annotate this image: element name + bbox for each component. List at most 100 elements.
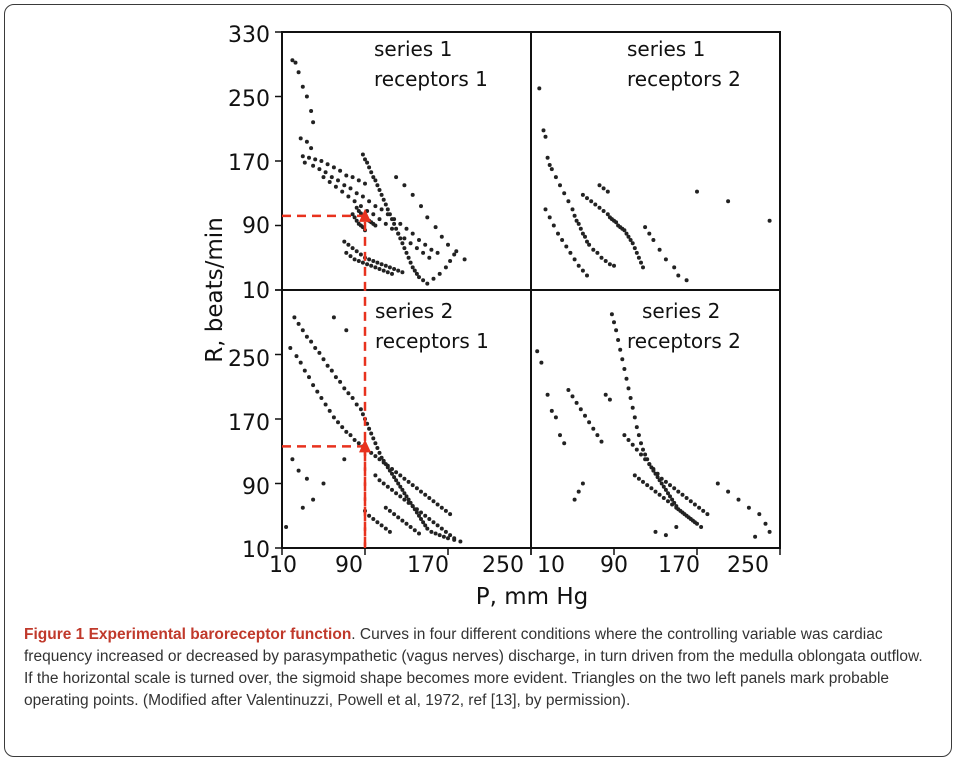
data-point-s1r1 <box>323 170 328 175</box>
tick-marks <box>275 31 781 555</box>
data-point-s2r2 <box>659 481 664 486</box>
data-point-s1r2 <box>568 250 573 255</box>
caption-text: . Curves in four different conditions wh… <box>24 626 923 709</box>
data-point-s2r1 <box>298 360 303 365</box>
data-point-s2r2 <box>639 452 643 457</box>
data-point-s1r2 <box>612 263 616 268</box>
data-point-s1r1 <box>309 146 314 151</box>
data-point-s2r2 <box>576 489 581 494</box>
data-point-s2r1 <box>385 463 390 468</box>
data-point-s1r2 <box>585 196 589 201</box>
data-point-s1r2 <box>605 189 610 194</box>
data-point-s1r1 <box>354 205 359 210</box>
data-point-s2r2 <box>587 420 592 425</box>
data-point-s2r1 <box>292 315 297 320</box>
data-point-s1r1 <box>309 109 314 113</box>
data-point-s2r2 <box>668 483 672 488</box>
data-point-s1r2 <box>601 209 606 213</box>
data-point-s1r1 <box>371 212 376 217</box>
panel-label-s2r2-line1: series 2 <box>642 299 720 323</box>
data-point-s2r1 <box>358 407 363 412</box>
x-tick-label: 250 <box>727 553 769 578</box>
data-point-s2r1 <box>435 523 440 528</box>
data-point-s1r1 <box>313 157 318 162</box>
data-point-s1r2 <box>543 134 548 139</box>
data-point-s1r2 <box>726 199 731 204</box>
data-point-s1r1 <box>404 226 409 231</box>
data-point-s1r1 <box>346 194 351 199</box>
data-point-s1r1 <box>377 267 382 271</box>
data-point-s2r1 <box>313 346 318 350</box>
data-point-s2r2 <box>616 338 621 342</box>
y-tick-label: 250 <box>228 87 270 112</box>
data-point-s2r1 <box>354 402 359 407</box>
data-point-s1r2 <box>541 128 546 133</box>
data-point-s1r2 <box>585 273 589 278</box>
operating-point-markers <box>282 208 371 548</box>
data-point-s1r1 <box>410 192 415 197</box>
data-point-s1r2 <box>562 191 567 196</box>
x-tick-label: 90 <box>335 553 363 578</box>
data-point-s2r1 <box>402 497 407 502</box>
data-point-s1r1 <box>358 252 363 257</box>
data-point-s2r1 <box>367 513 372 518</box>
data-point-s2r1 <box>371 436 376 441</box>
data-point-s2r2 <box>670 502 675 507</box>
data-point-s1r2 <box>630 241 635 246</box>
data-point-s1r1 <box>439 234 444 239</box>
data-point-s2r1 <box>379 523 384 528</box>
data-point-s1r2 <box>556 231 560 236</box>
data-point-s1r2 <box>634 250 639 255</box>
data-point-s1r1 <box>383 221 388 226</box>
data-point-s1r1 <box>300 154 305 159</box>
data-point-s2r2 <box>663 533 668 538</box>
data-point-s1r1 <box>383 263 388 268</box>
operating-point-triangle-icon <box>359 439 371 453</box>
data-point-s2r2 <box>558 433 562 438</box>
data-point-s1r1 <box>427 255 432 260</box>
data-point-s1r1 <box>377 217 382 222</box>
data-point-s2r2 <box>553 415 558 420</box>
data-point-s2r1 <box>307 375 311 380</box>
y-axis-label: R, beats/min <box>202 217 228 363</box>
data-point-s1r1 <box>421 278 426 283</box>
data-point-s2r1 <box>373 473 378 478</box>
data-point-s2r1 <box>331 315 336 320</box>
data-point-s2r1 <box>377 478 382 483</box>
data-point-s2r1 <box>367 426 372 431</box>
data-point-s1r2 <box>599 255 604 260</box>
data-point-s2r2 <box>753 534 758 539</box>
data-point-s1r2 <box>580 192 585 197</box>
data-point-s2r2 <box>624 376 629 381</box>
data-point-s2r1 <box>398 484 403 489</box>
data-point-s1r1 <box>392 221 397 226</box>
data-point-s1r1 <box>325 162 330 167</box>
data-point-s2r1 <box>315 389 320 394</box>
data-point-s2r2 <box>622 367 627 371</box>
data-point-s2r2 <box>684 496 689 500</box>
data-point-s2r2 <box>566 388 571 392</box>
x-tick-label: 10 <box>269 553 297 578</box>
data-point-s1r2 <box>547 215 552 220</box>
data-point-s2r2 <box>661 484 666 489</box>
data-point-s2r1 <box>381 460 386 465</box>
data-point-s2r2 <box>651 467 656 471</box>
data-point-s2r1 <box>435 502 440 507</box>
data-point-s2r1 <box>344 328 349 333</box>
data-point-s1r2 <box>605 212 610 217</box>
data-point-s2r2 <box>767 529 772 534</box>
data-point-s2r2 <box>690 518 695 523</box>
data-point-s2r1 <box>406 500 411 505</box>
data-point-s1r1 <box>342 239 347 244</box>
data-point-s1r1 <box>356 259 361 263</box>
data-point-s1r1 <box>302 160 307 165</box>
data-point-s2r1 <box>419 517 423 521</box>
data-point-s2r2 <box>630 442 635 447</box>
data-point-s1r1 <box>311 120 316 125</box>
data-point-s2r1 <box>346 391 351 396</box>
data-point-s2r1 <box>331 415 336 420</box>
data-point-s2r1 <box>294 354 299 359</box>
data-point-s1r1 <box>406 255 411 260</box>
data-point-s1r1 <box>367 165 372 170</box>
data-point-s1r2 <box>603 259 608 263</box>
